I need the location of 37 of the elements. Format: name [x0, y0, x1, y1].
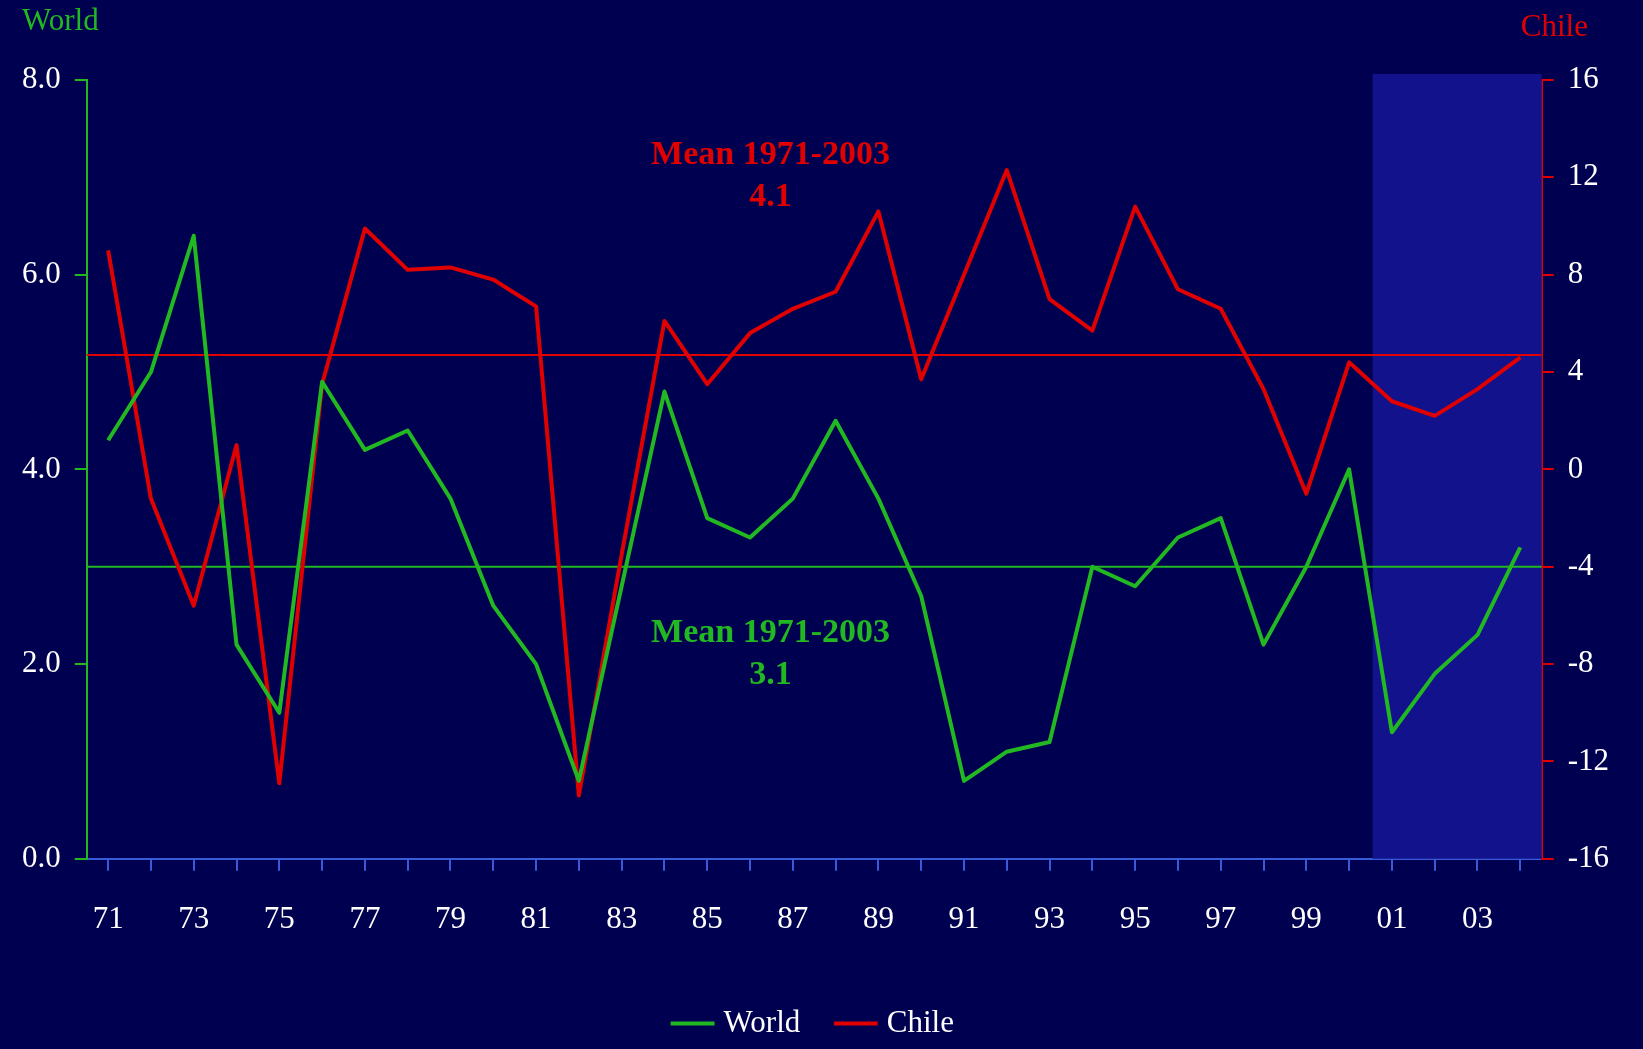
ref-line-label: Mean 1971-2003 4.1 [651, 133, 891, 213]
y2-tick-label: -16 [1567, 838, 1609, 874]
y2-tick-label: -4 [1567, 546, 1594, 582]
x-tick-label: 75 [263, 899, 295, 935]
y-tick-label: 6.0 [22, 254, 61, 290]
x-tick-label: 79 [434, 899, 466, 935]
x-tick-label: 03 [1461, 899, 1493, 935]
x-tick-label: 85 [691, 899, 723, 935]
legend-label: World [723, 1003, 801, 1039]
y2-tick-label: 12 [1567, 157, 1599, 193]
y2-tick-label: 0 [1567, 449, 1584, 485]
x-tick-label: 71 [92, 899, 124, 935]
x-tick-label: 87 [777, 899, 809, 935]
y-tick-label: 0.0 [22, 838, 61, 874]
y-axis-title: World [22, 1, 100, 37]
y2-axis-title: Chile [1520, 7, 1588, 43]
x-tick-label: 91 [948, 899, 980, 935]
y2-tick-label: 16 [1567, 60, 1599, 96]
x-tick-label: 95 [1119, 899, 1151, 935]
x-tick-label: 97 [1205, 899, 1237, 935]
x-tick-label: 99 [1290, 899, 1322, 935]
legend-label: Chile [886, 1003, 954, 1039]
y2-tick-label: -12 [1567, 741, 1609, 777]
ref-line-label: Mean 1971-2003 3.1 [651, 611, 891, 691]
x-tick-label: 77 [349, 899, 381, 935]
y-tick-label: 2.0 [22, 644, 61, 680]
x-tick-label: 73 [178, 899, 210, 935]
x-tick-label: 89 [862, 899, 894, 935]
y2-tick-label: 4 [1567, 352, 1584, 388]
x-tick-label: 01 [1376, 899, 1408, 935]
y-tick-label: 4.0 [22, 449, 61, 485]
y-tick-label: 8.0 [22, 60, 61, 96]
x-tick-label: 81 [520, 899, 552, 935]
y2-tick-label: 8 [1567, 254, 1584, 290]
x-tick-label: 93 [1034, 899, 1066, 935]
x-tick-label: 83 [606, 899, 638, 935]
y2-tick-label: -8 [1567, 644, 1594, 680]
